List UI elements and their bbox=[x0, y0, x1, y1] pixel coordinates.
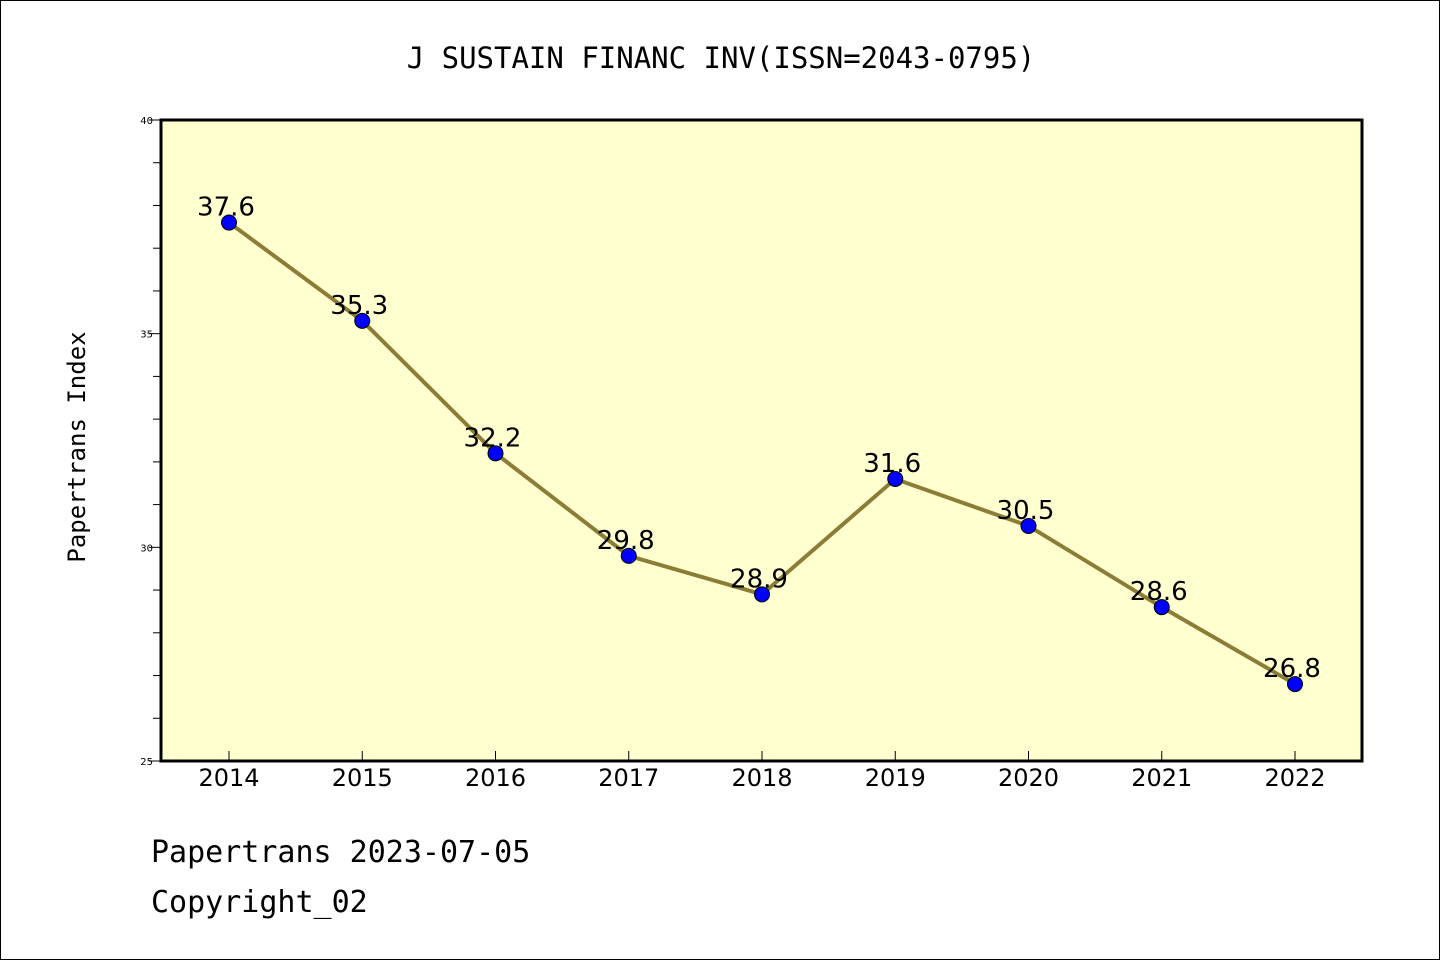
x-tick-label: 2016 bbox=[465, 764, 526, 792]
data-point bbox=[487, 445, 504, 462]
y-tick-label: 25 bbox=[140, 757, 153, 768]
y-tick-label: 40 bbox=[140, 116, 153, 127]
y-tick-label: 35 bbox=[140, 330, 153, 341]
data-point bbox=[754, 586, 770, 603]
x-tick-label: 2020 bbox=[998, 764, 1059, 792]
data-label: 35.3 bbox=[330, 291, 388, 321]
y-axis-label: Papertrans Index bbox=[63, 331, 91, 562]
footer-copyright: Copyright_02 bbox=[151, 885, 368, 920]
x-tick-label: 2022 bbox=[1264, 764, 1325, 792]
plot-area bbox=[159, 118, 1364, 763]
axis-ticks: 25 30 35 40 2014 2015 2016 2017 2018 2019 2020 2021… bbox=[140, 116, 1325, 792]
data-point bbox=[1020, 517, 1037, 534]
series-layer: 37.6 35.3 32.2 29.8 28.9 31.6 30.5 28.6 26.8 bbox=[197, 193, 1321, 693]
x-tick-label: 2015 bbox=[332, 764, 393, 792]
chart-title: J SUSTAIN FINANC INV(ISSN=2043-0795) bbox=[407, 41, 1036, 75]
x-tick-label: 2019 bbox=[865, 764, 926, 792]
data-label: 26.8 bbox=[1263, 654, 1321, 684]
data-point bbox=[1287, 676, 1303, 693]
data-point bbox=[620, 547, 637, 564]
data-label: 28.6 bbox=[1130, 577, 1188, 607]
x-tick-label: 2017 bbox=[598, 764, 659, 792]
footer-date: Papertrans 2023-07-05 bbox=[151, 835, 531, 870]
data-point bbox=[887, 470, 904, 487]
x-tick-label: 2021 bbox=[1131, 764, 1192, 792]
y-tick-label: 30 bbox=[140, 543, 153, 554]
data-label: 30.5 bbox=[997, 496, 1055, 526]
x-tick-label: 2018 bbox=[731, 764, 792, 792]
data-label: 29.8 bbox=[597, 526, 655, 556]
data-label: 32.2 bbox=[464, 423, 522, 453]
data-point bbox=[354, 312, 371, 329]
x-tick-label: 2014 bbox=[198, 764, 259, 792]
data-point bbox=[1153, 599, 1170, 616]
data-label: 37.6 bbox=[197, 193, 255, 223]
data-point bbox=[221, 214, 237, 231]
data-label: 31.6 bbox=[863, 449, 921, 479]
data-label: 28.9 bbox=[730, 564, 788, 594]
